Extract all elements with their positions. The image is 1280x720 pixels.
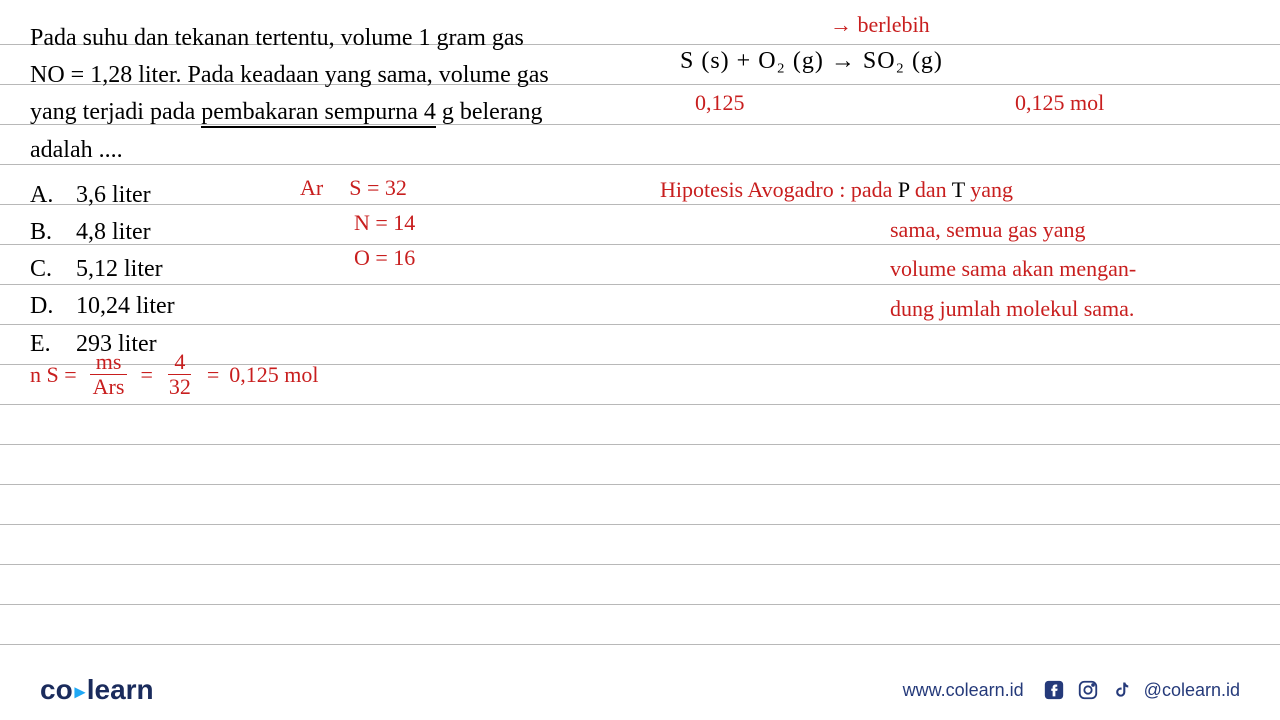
avogadro-hypothesis: Hipotesis Avogadro : pada P dan T yang s… bbox=[660, 170, 1136, 328]
ar-block: Ar S = 32 N = 14 O = 16 bbox=[300, 170, 415, 276]
question-line1: Pada suhu dan tekanan tertentu, volume 1… bbox=[30, 20, 610, 57]
mol-right: 0,125 mol bbox=[1015, 90, 1104, 116]
footer-handle: @colearn.id bbox=[1144, 680, 1240, 701]
question-line3: yang terjadi pada pembakaran sempurna 4 … bbox=[30, 94, 610, 131]
question-text: Pada suhu dan tekanan tertentu, volume 1… bbox=[30, 20, 610, 169]
colearn-logo: co▸learn bbox=[40, 674, 154, 706]
fraction-2: 4 32 bbox=[163, 350, 197, 399]
facebook-icon bbox=[1042, 678, 1066, 702]
question-line4: adalah .... bbox=[30, 132, 610, 169]
fraction-1: ms Ars bbox=[87, 350, 131, 399]
tiktok-icon bbox=[1110, 678, 1134, 702]
footer: co▸learn www.colearn.id @colearn.id bbox=[0, 660, 1280, 720]
chemical-equation: S (s) + O₂ (g) → SO₂ (g) bbox=[680, 48, 943, 75]
mol-left: 0,125 bbox=[695, 90, 745, 116]
mol-calculation: n S = ms Ars = 4 32 = 0,125 mol bbox=[30, 350, 319, 399]
footer-right: www.colearn.id @colearn.id bbox=[903, 678, 1240, 702]
footer-url: www.colearn.id bbox=[903, 680, 1024, 701]
berlebih-note: → berlebih bbox=[830, 12, 930, 38]
instagram-icon bbox=[1076, 678, 1100, 702]
social-icons: @colearn.id bbox=[1042, 678, 1240, 702]
question-line2: NO = 1,28 liter. Pada keadaan yang sama,… bbox=[30, 57, 610, 94]
